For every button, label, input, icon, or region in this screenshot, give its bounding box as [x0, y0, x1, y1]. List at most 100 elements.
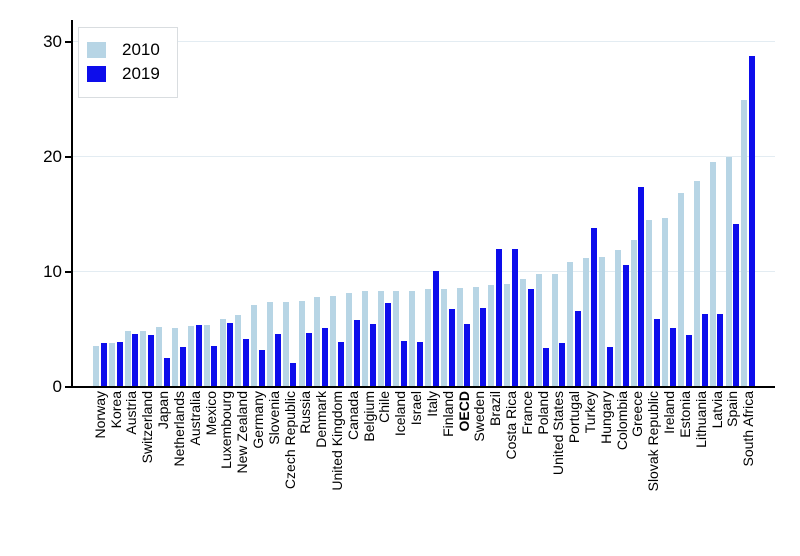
bar-United States-2019: [559, 343, 566, 386]
bar-Luxembourg-2019: [227, 323, 234, 386]
bar-Lithuania-2010: [693, 181, 700, 386]
x-axis-label-Belgium: Belgium: [360, 391, 377, 442]
bar-Estonia-2010: [678, 193, 685, 386]
bar-group-New Zealand: [235, 20, 249, 386]
x-axis-label-Czech Republic: Czech Republic: [281, 391, 298, 490]
x-axis-label-Chile: Chile: [376, 391, 393, 423]
x-axis-label-Iceland: Iceland: [392, 391, 409, 437]
bar-Poland-2019: [543, 348, 550, 386]
x-axis-label-Ireland: Ireland: [661, 391, 678, 434]
y-tick-10: [65, 271, 72, 273]
x-axis-label-Finland: Finland: [439, 391, 456, 437]
bar-Portugal-2010: [567, 262, 574, 386]
bar-Brazil-2019: [496, 249, 502, 386]
bar-group-Austria: [124, 20, 139, 386]
bar-Finland-2019: [448, 309, 455, 386]
bar-Denmark-2010: [314, 297, 321, 386]
x-axis-label-Austria: Austria: [123, 391, 140, 435]
x-axis-label-Mexico: Mexico: [202, 391, 219, 436]
bar-group-Germany: [251, 20, 265, 386]
bar-Norway-2019: [100, 343, 107, 386]
bar-Slovak Republic-2010: [646, 220, 653, 386]
bar-Luxembourg-2010: [219, 319, 226, 386]
bar-New Zealand-2010: [235, 315, 242, 386]
bar-Russia-2019: [306, 333, 313, 386]
x-axis-label-Poland: Poland: [534, 391, 551, 435]
legend: 2010 2019: [78, 27, 178, 98]
bar-group-Lithuania: [693, 20, 708, 386]
bar-Austria-2019: [132, 334, 139, 386]
bar-Turkey-2019: [590, 228, 597, 386]
x-axis-label-Canada: Canada: [344, 391, 361, 441]
y-tick-30: [65, 41, 72, 43]
bar-OECD-2019: [464, 324, 471, 386]
y-tick-20: [65, 156, 72, 158]
x-axis-label-United Kingdom: United Kingdom: [329, 391, 346, 491]
x-axis-label-Japan: Japan: [155, 391, 172, 430]
bar-group-South Africa: [741, 20, 755, 386]
bar-group-Japan: [156, 20, 170, 386]
y-axis-line: [71, 20, 73, 388]
x-axis-labels: Norway Korea Austria Switzerland Japan Nether…: [91, 391, 756, 551]
bar-France-2010: [519, 279, 526, 386]
bar-Korea-2010: [108, 343, 115, 386]
bar-group-Ireland: [662, 20, 676, 386]
bar-Mexico-2010: [203, 325, 210, 386]
bar-Norway-2010: [93, 346, 99, 386]
bar-group-Australia: [187, 20, 202, 386]
bar-Finland-2010: [440, 289, 447, 386]
bar-Japan-2019: [163, 358, 170, 386]
bar-Austria-2010: [124, 331, 131, 386]
bar-group-France: [519, 20, 534, 386]
legend-item-2019: 2019: [87, 63, 177, 85]
bar-Colombia-2010: [614, 250, 621, 386]
x-axis-label-Turkey: Turkey: [582, 391, 599, 434]
bar-Brazil-2010: [488, 285, 495, 386]
bar-Latvia-2019: [717, 314, 724, 386]
x-axis-label-Colombia: Colombia: [613, 391, 630, 451]
x-axis-label-OECD: OECD: [455, 391, 472, 432]
x-axis-label-United States: United States: [550, 391, 567, 476]
bar-group-Mexico: [203, 20, 218, 386]
bar-Portugal-2019: [575, 311, 582, 386]
bar-group-Turkey: [583, 20, 597, 386]
bar-Italy-2019: [432, 271, 439, 386]
bar-group-Finland: [440, 20, 455, 386]
x-axis-label-Russia: Russia: [297, 391, 314, 434]
gridline-30: [73, 41, 775, 42]
bar-group-Czech Republic: [282, 20, 297, 386]
bar-Mexico-2019: [211, 346, 218, 386]
bar-Czech Republic-2010: [282, 302, 289, 386]
bar-United Kingdom-2010: [330, 296, 337, 386]
bar-Slovenia-2010: [266, 302, 273, 386]
gridline-20: [73, 156, 775, 157]
y-tick-label-30: 30: [43, 32, 62, 51]
bar-group-Sweden: [472, 20, 487, 386]
x-axis-label-Portugal: Portugal: [566, 391, 583, 444]
x-axis-label-Luxembourg: Luxembourg: [218, 391, 235, 469]
x-axis-label-Norway: Norway: [91, 391, 108, 439]
bar-group-Canada: [346, 20, 360, 386]
bar-Greece-2010: [630, 240, 637, 386]
x-axis-label-Netherlands: Netherlands: [170, 391, 187, 467]
x-axis-label-Latvia: Latvia: [708, 391, 725, 429]
bar-Iceland-2019: [401, 341, 408, 386]
x-axis-label-Italy: Italy: [423, 391, 440, 417]
bar-United Kingdom-2019: [337, 342, 344, 386]
bar-United States-2010: [551, 274, 558, 386]
x-axis-label-Sweden: Sweden: [471, 391, 488, 442]
x-axis-label-Costa Rica: Costa Rica: [502, 391, 519, 460]
legend-swatch-2010: [87, 42, 106, 58]
bars-area: [93, 20, 755, 386]
bar-Slovenia-2019: [274, 334, 281, 386]
x-axis-label-Lithuania: Lithuania: [692, 391, 709, 448]
bar-Estonia-2019: [685, 335, 692, 386]
x-axis-label-Estonia: Estonia: [676, 391, 693, 438]
bar-Spain-2010: [725, 157, 732, 386]
bar-group-Chile: [377, 20, 392, 386]
bar-Hungary-2019: [606, 347, 613, 386]
x-axis-label-New Zealand: New Zealand: [234, 391, 251, 474]
bar-New Zealand-2019: [243, 339, 249, 386]
x-axis-label-Slovak Republic: Slovak Republic: [645, 391, 662, 492]
